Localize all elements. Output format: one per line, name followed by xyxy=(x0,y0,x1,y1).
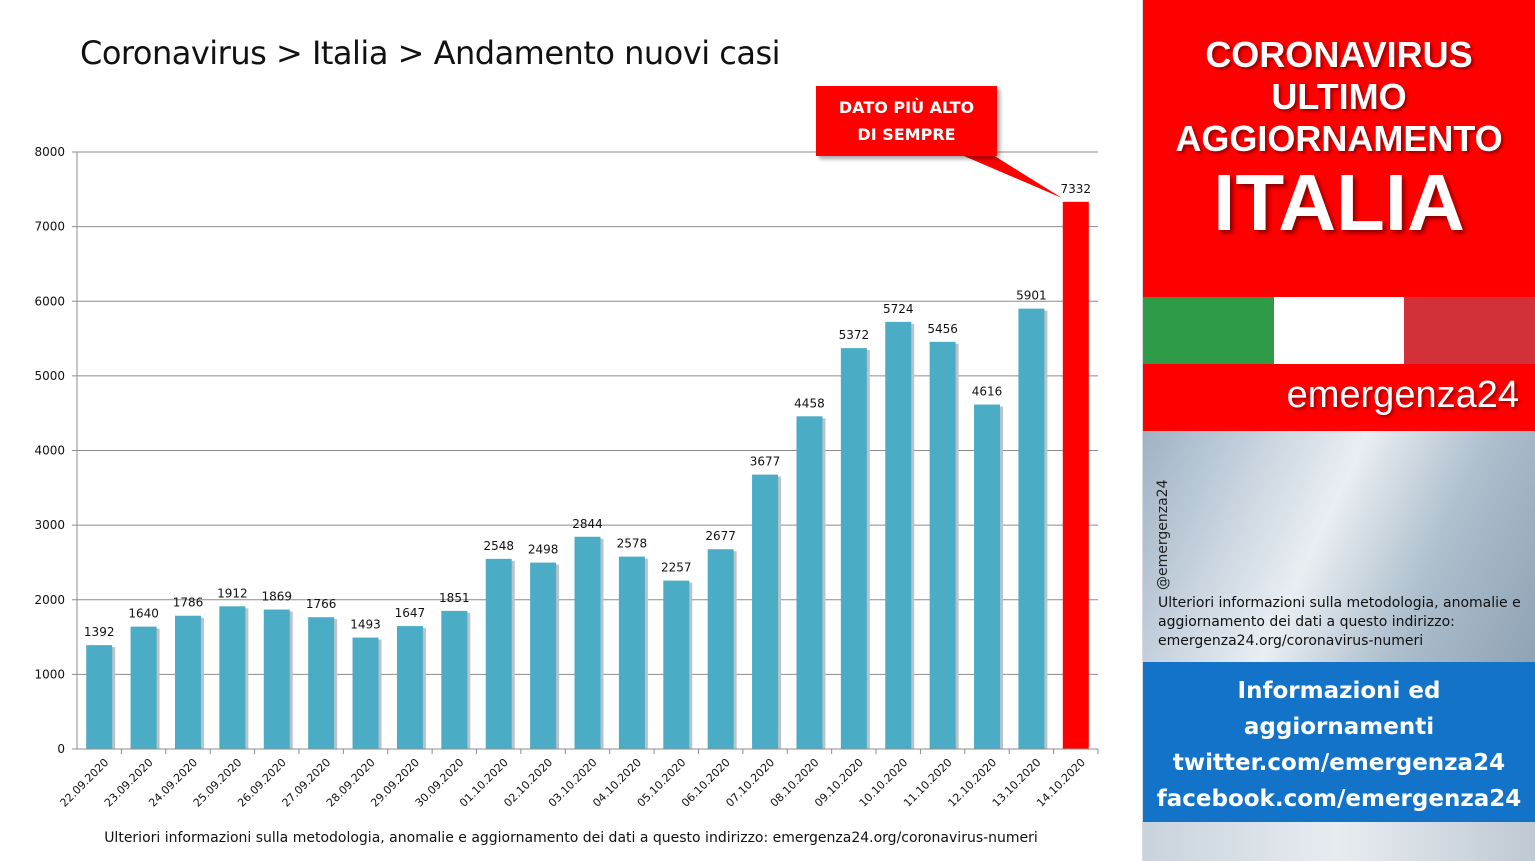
data-label: 5724 xyxy=(883,302,914,316)
data-label: 1786 xyxy=(173,596,204,610)
data-label: 1851 xyxy=(439,591,470,605)
data-label: 1392 xyxy=(84,625,115,639)
info-line-2: aggiornamenti xyxy=(1243,714,1435,740)
y-tick-label: 1000 xyxy=(34,667,65,681)
y-tick-label: 8000 xyxy=(34,145,65,159)
bar xyxy=(707,549,734,749)
bar xyxy=(796,416,823,749)
italian-flag xyxy=(1143,297,1535,364)
data-label: 2844 xyxy=(572,517,603,531)
flag-red xyxy=(1404,297,1535,364)
bar xyxy=(974,404,1001,749)
y-tick-label: 6000 xyxy=(34,294,65,308)
brand-bar: emergenza24 xyxy=(1143,364,1535,431)
data-label: 4616 xyxy=(972,385,1003,399)
bar xyxy=(885,321,912,749)
header-line-2: ULTIMO xyxy=(1271,76,1407,117)
data-label: 5372 xyxy=(839,328,870,342)
info-block: Informazioni ed aggiornamenti twitter.co… xyxy=(1143,662,1535,822)
data-label: 2677 xyxy=(705,529,736,543)
data-label: 2548 xyxy=(483,539,514,553)
callout-line-2: DI SEMPRE xyxy=(857,125,956,144)
panel-note: Ulteriori informazioni sulla metodologia… xyxy=(1158,595,1521,649)
data-label: 2578 xyxy=(617,537,648,551)
bar xyxy=(1018,308,1045,749)
bar xyxy=(308,617,335,749)
data-label: 4458 xyxy=(794,396,825,410)
data-label: 2498 xyxy=(528,543,559,557)
y-tick-label: 3000 xyxy=(34,518,65,532)
footnote: Ulteriori informazioni sulla metodologia… xyxy=(104,830,1038,846)
data-label: 3677 xyxy=(750,455,781,469)
data-label: 1493 xyxy=(350,618,381,632)
bar xyxy=(929,341,956,749)
data-label: 5456 xyxy=(927,322,958,336)
chart-title: Coronavirus > Italia > Andamento nuovi c… xyxy=(80,34,781,72)
callout-pointer xyxy=(950,150,1062,198)
facebook-link[interactable]: facebook.com/emergenza24 xyxy=(1156,786,1522,812)
flag-white xyxy=(1273,297,1405,364)
data-label: 1766 xyxy=(306,597,337,611)
bar xyxy=(618,556,645,749)
bottom-photo-strip xyxy=(1143,822,1535,861)
twitter-link[interactable]: twitter.com/emergenza24 xyxy=(1172,750,1506,776)
info-line-1: Informazioni ed xyxy=(1237,678,1441,704)
y-tick-label: 7000 xyxy=(34,220,65,234)
background-photo xyxy=(1143,431,1535,662)
brand-name: emergenza24 xyxy=(1286,374,1519,416)
flag-green xyxy=(1143,297,1274,364)
bar xyxy=(574,536,601,749)
y-tick-label: 4000 xyxy=(34,444,65,458)
bar xyxy=(663,580,690,749)
bar xyxy=(441,610,468,749)
bar xyxy=(530,562,557,749)
callout-line-1: DATO PIÙ ALTO xyxy=(838,98,975,117)
bar xyxy=(396,626,423,749)
data-label: 5901 xyxy=(1016,289,1047,303)
header-block: CORONAVIRUS ULTIMO AGGIORNAMENTO ITALIA xyxy=(1143,0,1535,297)
bar xyxy=(263,609,290,749)
data-label: 1912 xyxy=(217,586,248,600)
bar xyxy=(219,606,246,749)
y-tick-label: 0 xyxy=(57,742,65,756)
data-label: 7332 xyxy=(1061,182,1092,196)
bar xyxy=(86,645,113,749)
data-label: 2257 xyxy=(661,561,692,575)
bar xyxy=(352,637,379,749)
header-country: ITALIA xyxy=(1213,158,1465,247)
header-line-3: AGGIORNAMENTO xyxy=(1175,118,1503,159)
bar xyxy=(130,626,157,749)
bar xyxy=(485,558,512,749)
y-tick-label: 5000 xyxy=(34,369,65,383)
data-label: 1640 xyxy=(128,607,159,621)
bar xyxy=(752,474,779,749)
bar xyxy=(1062,201,1089,750)
y-tick-label: 2000 xyxy=(34,593,65,607)
data-label: 1647 xyxy=(395,606,426,620)
bar xyxy=(840,348,867,749)
header-line-1: CORONAVIRUS xyxy=(1205,34,1473,75)
data-label: 1869 xyxy=(261,590,292,604)
bar xyxy=(174,615,201,749)
social-handle: @emergenza24 xyxy=(1155,479,1171,591)
record-callout: DATO PIÙ ALTO DI SEMPRE xyxy=(816,86,997,156)
bar-chart: 010002000300040005000600070008000139222.… xyxy=(34,145,1099,810)
